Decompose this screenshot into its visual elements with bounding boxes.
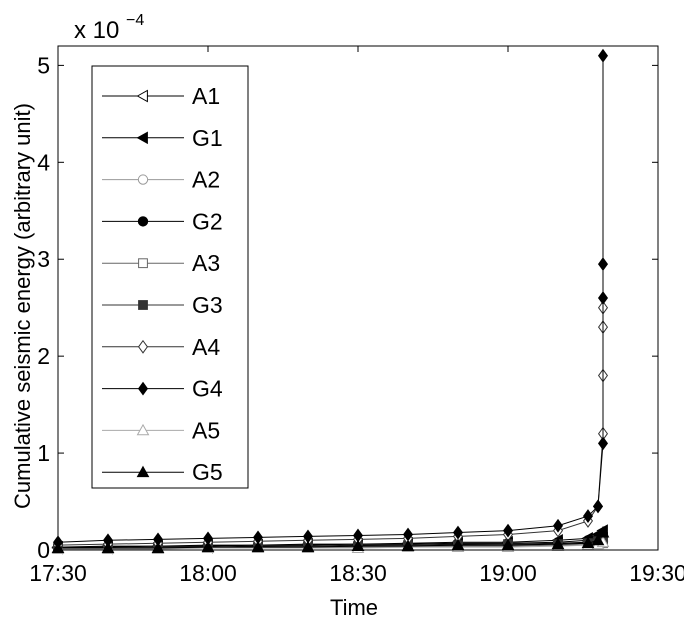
legend-label: G5 — [192, 459, 223, 485]
legend-label: G2 — [192, 208, 223, 234]
x-tick-label: 18:00 — [179, 560, 237, 586]
data-point-g4 — [597, 257, 609, 271]
series-line-a5 — [58, 541, 604, 550]
legend-item-g4: G4 — [102, 376, 223, 402]
data-point-g4 — [597, 291, 609, 305]
legend-label: A2 — [192, 167, 220, 193]
data-point-g5 — [251, 540, 265, 552]
legend-marker-g1 — [136, 131, 148, 145]
x-tick-label: 19:30 — [629, 560, 684, 586]
legend-label: G1 — [192, 125, 223, 151]
data-point-g4 — [552, 518, 564, 533]
legend-box — [91, 65, 249, 489]
legend-item-a1: A1 — [102, 83, 220, 109]
y-tick-label: 1 — [37, 440, 50, 466]
y-tick-label: 0 — [37, 537, 50, 563]
legend-item-g1: G1 — [102, 125, 223, 151]
legend-label: A1 — [192, 83, 220, 109]
legend-item-a2: A2 — [102, 167, 220, 193]
legend-marker-g5 — [136, 465, 150, 478]
legend-item-g2: G2 — [102, 208, 223, 234]
legend-marker-g4 — [137, 381, 149, 396]
legend-label: G3 — [192, 292, 223, 318]
data-point-g4 — [592, 499, 604, 514]
data-point-g4 — [452, 525, 464, 540]
y-axis-label: Cumulative seismic energy (arbitrary uni… — [10, 103, 35, 509]
legend-marker-a3 — [138, 258, 148, 269]
data-point-g4 — [582, 509, 594, 523]
legend-marker-a1 — [136, 89, 148, 103]
y-tick-label: 5 — [37, 52, 50, 78]
x-axis-label: Time — [330, 595, 378, 618]
data-point-g4 — [597, 48, 609, 63]
legend: A1 G1 A2 G2 A3 G3 A4 G4 A5 G5 — [91, 65, 249, 489]
data-point-g5 — [301, 540, 315, 552]
legend-item-a3: A3 — [102, 250, 220, 276]
y-tick-label: 4 — [37, 149, 50, 175]
series-line-g5 — [58, 532, 604, 549]
legend-label: A4 — [192, 334, 220, 360]
legend-item-g3: G3 — [102, 292, 223, 318]
legend-marker-g3 — [138, 300, 148, 310]
x-tick-label: 19:00 — [479, 560, 537, 586]
x-tick-label: 18:30 — [329, 560, 387, 586]
legend-marker-a5 — [136, 423, 150, 436]
legend-label: A5 — [192, 417, 220, 443]
data-point-g5 — [596, 526, 610, 538]
data-point-g5 — [401, 539, 415, 552]
data-point-g5 — [551, 537, 565, 550]
legend-label: A3 — [192, 250, 220, 276]
data-point-g4 — [597, 436, 609, 451]
legend-item-a4: A4 — [102, 334, 220, 360]
data-point-g4 — [502, 523, 514, 538]
legend-marker-g2 — [137, 216, 149, 227]
legend-item-a5: A5 — [102, 417, 220, 443]
x-tick-label: 17:30 — [29, 560, 87, 586]
y-tick-label: 2 — [37, 343, 50, 369]
data-point-g5 — [581, 536, 595, 549]
legend-marker-a2 — [137, 174, 149, 185]
legend-item-g5: G5 — [102, 459, 223, 485]
y-multiplier-exponent: −4 — [126, 12, 144, 29]
legend-label: G4 — [192, 376, 223, 402]
legend-marker-a4 — [137, 339, 149, 354]
axes: 17:30 18:00 18:30 19:00 19:30 0 1 2 3 4 5 — [29, 45, 684, 586]
y-multiplier: x 10 −4 — [74, 12, 144, 44]
y-tick-label: 3 — [37, 246, 50, 272]
data-point-g5 — [591, 533, 605, 546]
